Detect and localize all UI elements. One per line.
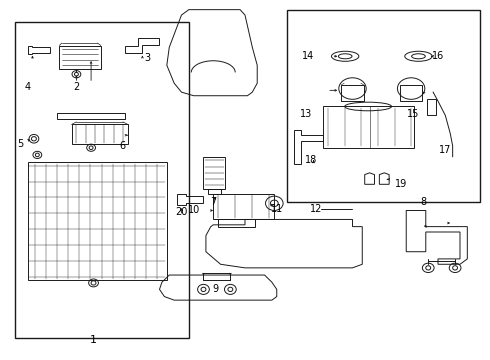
Bar	[15, 22, 189, 338]
Text: 7: 7	[210, 197, 217, 207]
Bar	[341, 85, 364, 101]
Text: 1: 1	[90, 334, 97, 345]
Bar	[287, 10, 480, 202]
Text: 19: 19	[395, 179, 408, 189]
Text: 12: 12	[310, 204, 322, 214]
Text: 15: 15	[407, 109, 420, 119]
Text: 2: 2	[74, 82, 79, 92]
Bar	[427, 99, 436, 116]
Bar	[59, 45, 101, 69]
Bar	[27, 162, 167, 280]
Bar	[57, 113, 125, 119]
Bar	[400, 85, 422, 101]
Text: 3: 3	[144, 53, 150, 63]
Text: 8: 8	[420, 197, 426, 207]
Text: 11: 11	[270, 204, 283, 214]
Bar	[323, 107, 414, 148]
Text: 13: 13	[300, 109, 312, 119]
Text: 9: 9	[213, 284, 219, 294]
Text: 6: 6	[120, 141, 126, 151]
Bar	[208, 189, 220, 194]
Bar	[213, 194, 274, 220]
Bar	[203, 157, 225, 189]
Text: 4: 4	[24, 82, 31, 92]
Text: 14: 14	[302, 51, 315, 61]
Bar	[218, 220, 255, 227]
Text: 20: 20	[175, 207, 188, 217]
Bar	[72, 125, 128, 144]
Text: 18: 18	[305, 155, 317, 165]
Text: 10: 10	[188, 206, 200, 216]
Text: 16: 16	[432, 51, 444, 61]
Text: 17: 17	[439, 144, 451, 154]
Text: 5: 5	[17, 139, 24, 149]
